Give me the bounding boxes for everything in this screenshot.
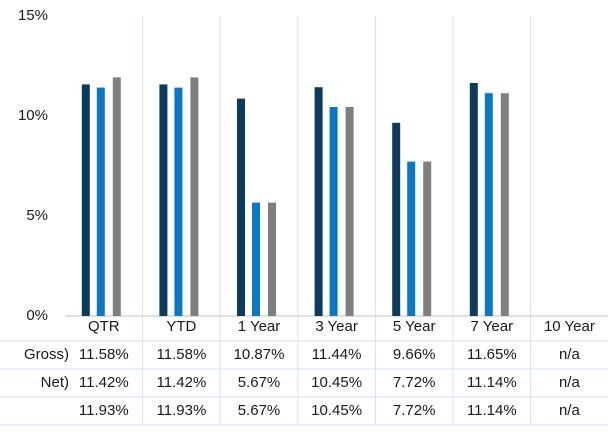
table-cell: 11.42% [157, 374, 207, 391]
row-label: Net) [41, 374, 69, 391]
table-cell: n/a [559, 402, 581, 419]
bar [329, 107, 338, 316]
x-tick-label: 1 Year [238, 318, 281, 335]
table-cell: n/a [559, 346, 581, 363]
bar [174, 87, 183, 316]
table-cell: 10.45% [311, 374, 362, 391]
bar [159, 84, 168, 317]
table-cell: 10.87% [234, 346, 285, 363]
table-cell: 11.42% [79, 374, 129, 391]
table-cell: 7.72% [393, 374, 436, 391]
table-cell: 11.65% [467, 346, 517, 363]
x-tick-label: 3 Year [315, 318, 358, 335]
x-tick-label: 10 Year [544, 318, 595, 335]
y-tick-label: 5% [26, 207, 48, 224]
x-tick-label: 7 Year [471, 318, 514, 335]
table-cell: 7.72% [393, 402, 436, 419]
table-cell: 11.44% [312, 346, 362, 363]
bar [392, 122, 401, 316]
bar [469, 83, 478, 316]
table-cell: 11.93% [79, 402, 129, 419]
row-label: Gross) [24, 346, 69, 363]
bar [237, 98, 245, 316]
bar [112, 77, 121, 317]
table-cell: 11.14% [467, 402, 517, 419]
bar [190, 77, 199, 317]
bar [252, 202, 260, 316]
table-cell: 11.58% [79, 346, 129, 363]
bar [500, 93, 509, 316]
bar [268, 202, 276, 316]
y-tick-label: 15% [18, 7, 48, 24]
table-cell: n/a [559, 374, 581, 391]
bar [345, 107, 354, 316]
bar [407, 161, 416, 316]
bar [81, 84, 90, 317]
bar [96, 87, 105, 316]
bar [423, 161, 432, 316]
table-cell: 5.67% [238, 402, 281, 419]
table-cell: 9.66% [393, 346, 436, 363]
y-tick-label: 0% [26, 307, 48, 324]
x-tick-label: YTD [166, 318, 196, 335]
table-cell: 10.45% [311, 402, 362, 419]
x-tick-label: 5 Year [393, 318, 436, 335]
bar [484, 93, 493, 316]
table-cell: 11.58% [157, 346, 207, 363]
table-cell: 11.93% [157, 402, 207, 419]
table-cell: 11.14% [467, 374, 517, 391]
x-tick-label: QTR [88, 318, 120, 335]
y-tick-label: 10% [18, 107, 48, 124]
bar [314, 87, 323, 316]
table-cell: 5.67% [238, 374, 281, 391]
